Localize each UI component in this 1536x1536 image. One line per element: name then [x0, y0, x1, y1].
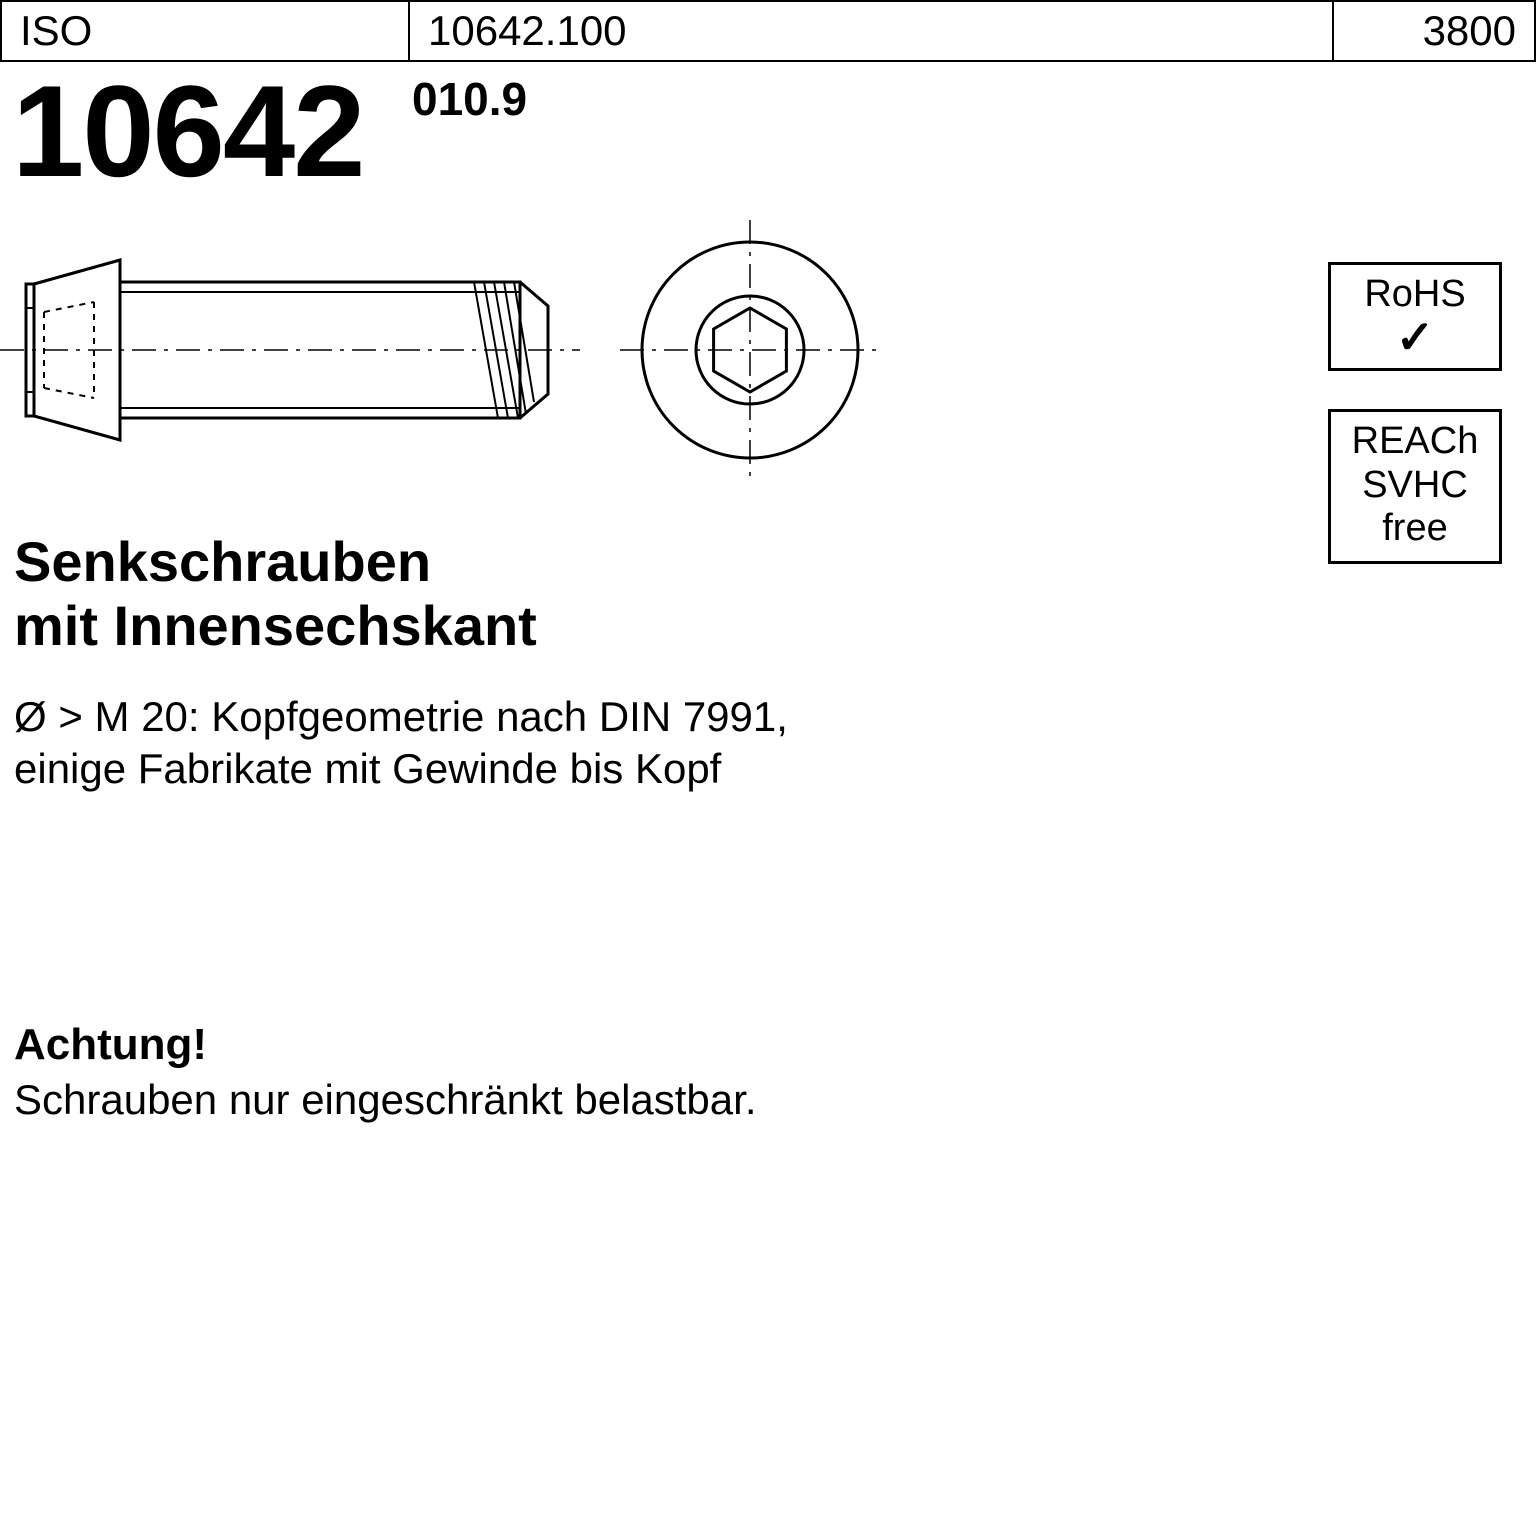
warning-text: Schrauben nur eingeschränkt belastbar. — [14, 1076, 757, 1124]
standard-number: 10642 — [0, 62, 1536, 196]
description-note: Ø > M 20: Kopfgeometrie nach DIN 7991, e… — [14, 691, 788, 796]
check-icon: ✓ — [1331, 317, 1499, 358]
description-note-line2: einige Fabrikate mit Gewinde bis Kopf — [14, 743, 788, 796]
reach-line2: SVHC — [1331, 464, 1499, 508]
description-block: Senkschrauben mit Innensechskant Ø > M 2… — [14, 530, 788, 796]
header-middle: 10642.100 — [410, 2, 1334, 60]
reach-line3: free — [1331, 507, 1499, 551]
header-row: ISO 10642.100 3800 — [0, 0, 1536, 62]
header-right: 3800 — [1334, 2, 1534, 60]
description-title-line1: Senkschrauben — [14, 530, 788, 594]
compliance-badges: RoHS ✓ REACh SVHC free — [1328, 262, 1508, 602]
reach-badge: REACh SVHC free — [1328, 409, 1502, 564]
description-note-line1: Ø > M 20: Kopfgeometrie nach DIN 7991, — [14, 691, 788, 744]
strength-grade: 010.9 — [412, 72, 527, 126]
description-title-line2: mit Innensechskant — [14, 594, 788, 658]
warning-title: Achtung! — [14, 1020, 757, 1070]
header-left: ISO — [2, 2, 410, 60]
warning-block: Achtung! Schrauben nur eingeschränkt bel… — [14, 1020, 757, 1124]
rohs-badge: RoHS ✓ — [1328, 262, 1502, 371]
technical-diagram — [0, 220, 1000, 480]
reach-line1: REACh — [1331, 420, 1499, 464]
